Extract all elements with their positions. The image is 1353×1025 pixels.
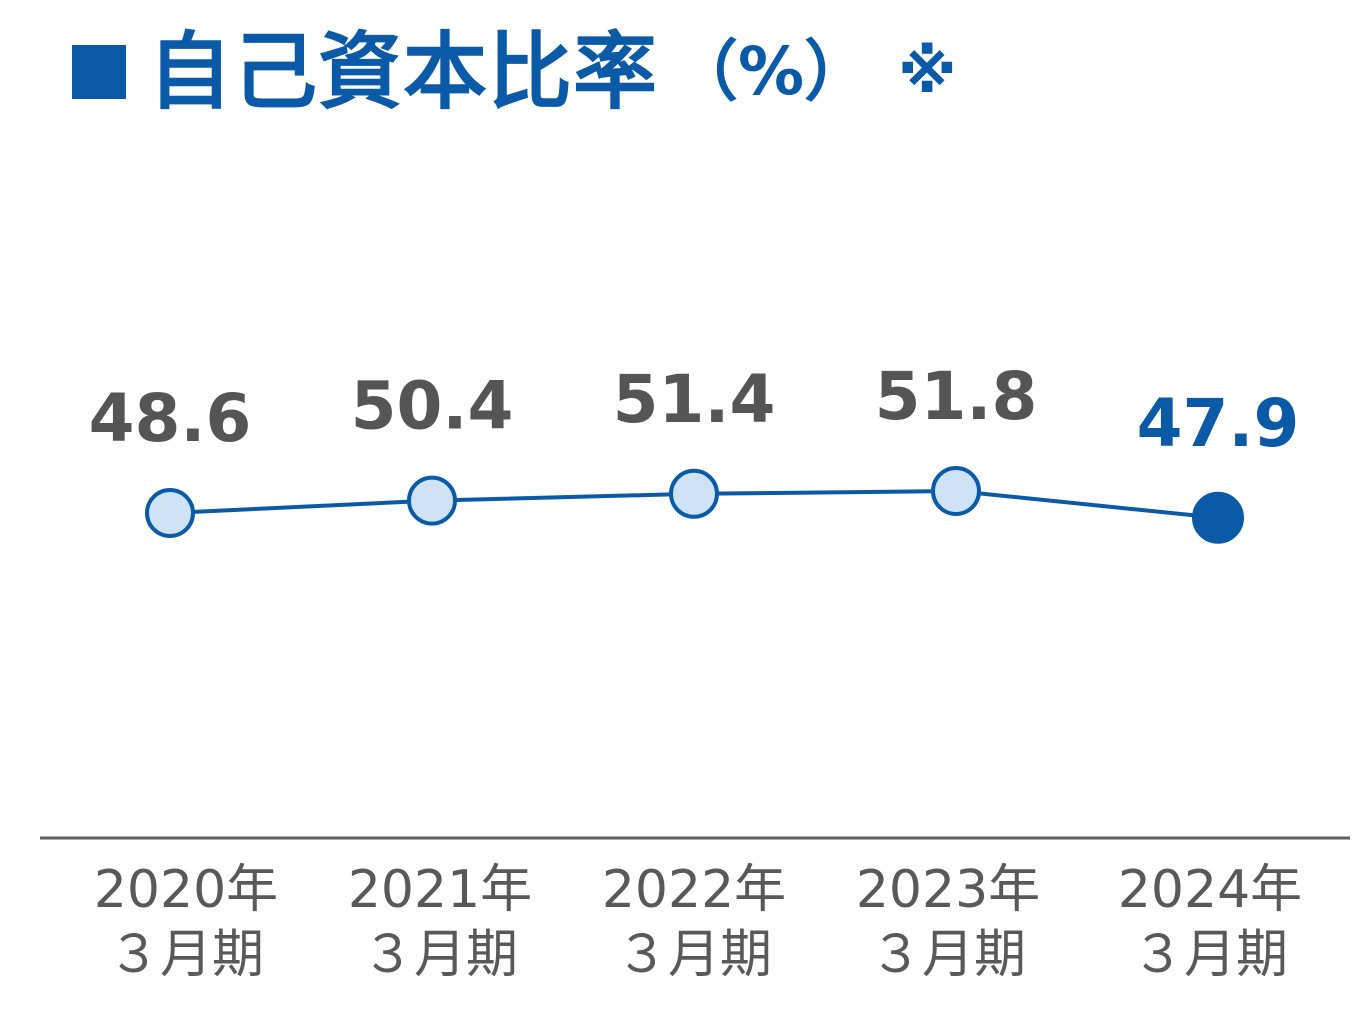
category-label-3-year: 2023年 [856, 860, 1040, 920]
category-label-4-period: ３月期 [1132, 925, 1288, 985]
data-label-1: 50.4 [351, 368, 514, 445]
data-label-2: 51.4 [613, 361, 776, 438]
category-label-1-year: 2021年 [348, 860, 532, 920]
data-point-4 [1192, 491, 1244, 544]
data-point-0 [145, 488, 195, 538]
category-label-2-period: ３月期 [616, 925, 772, 985]
category-label-0-year: 2020年 [94, 860, 278, 920]
data-label-4: 47.9 [1137, 385, 1300, 462]
chart-title: 自己資本比率 （%） ※ [72, 22, 957, 122]
title-square-icon [72, 45, 126, 99]
data-point-1 [407, 475, 457, 526]
title-main: 自己資本比率 [148, 23, 659, 121]
category-label-3-period: ３月期 [870, 925, 1026, 985]
data-point-2 [669, 468, 719, 519]
data-label-0: 48.6 [89, 380, 252, 457]
data-label-3: 51.8 [875, 358, 1038, 435]
title-note: ※ [898, 37, 957, 107]
title-unit: （%） [672, 33, 871, 110]
data-point-3 [931, 466, 981, 516]
category-label-4-year: 2024年 [1118, 860, 1302, 920]
category-label-0-period: ３月期 [108, 925, 264, 985]
category-label-2-year: 2022年 [602, 860, 786, 920]
category-label-1-period: ３月期 [362, 925, 518, 985]
